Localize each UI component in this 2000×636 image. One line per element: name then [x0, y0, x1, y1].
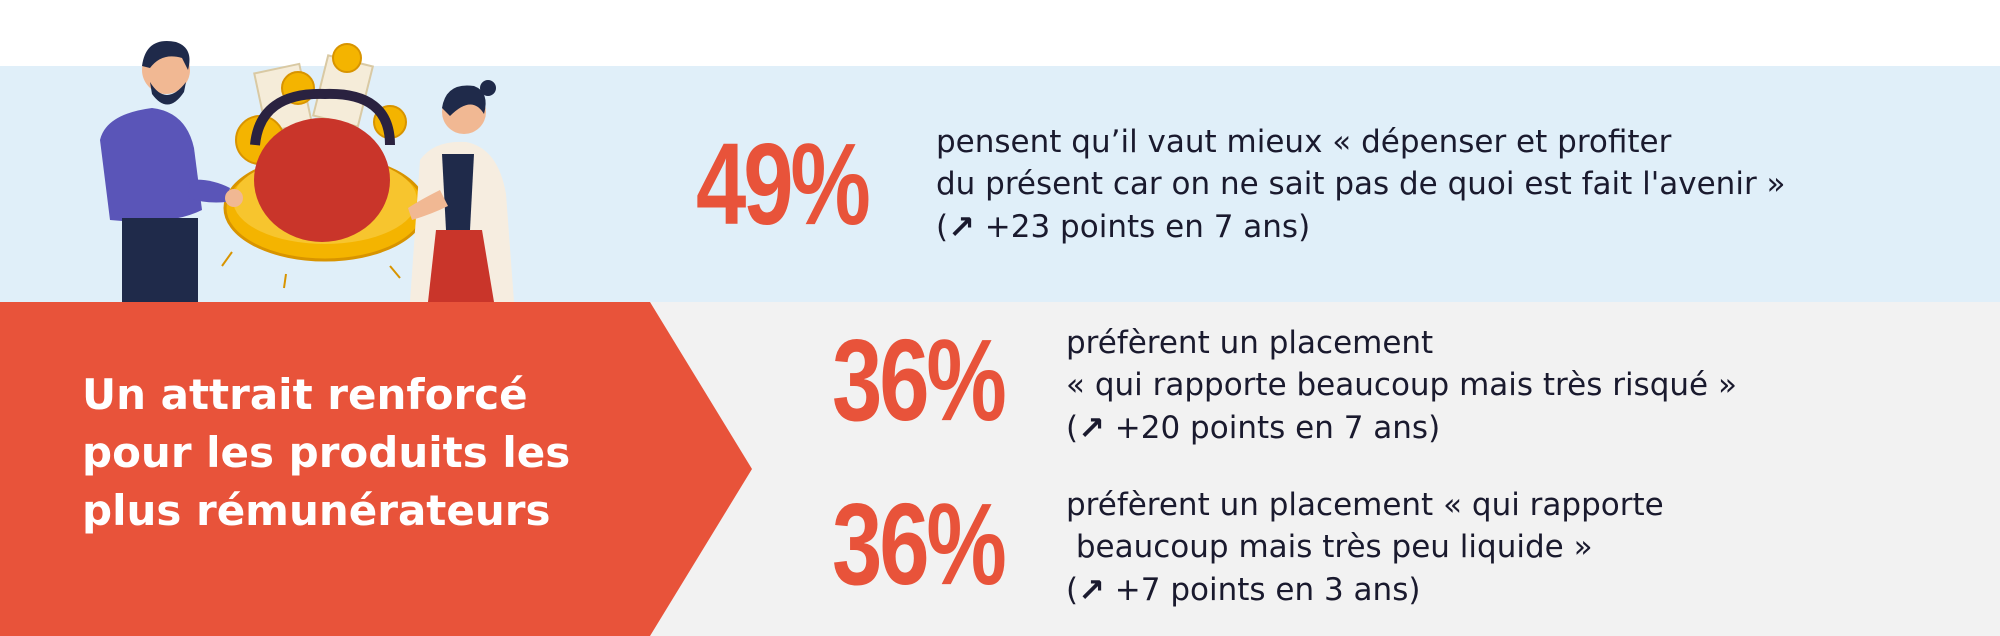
stat-trend: (↗ +23 points en 7 ans) [936, 208, 1311, 246]
stat-description: pensent qu’il vaut mieux « dépenser et p… [936, 121, 1786, 248]
stat-trend: (↗ +7 points en 3 ans) [1066, 571, 1421, 609]
arrow-up-right-icon: ↗ [948, 208, 975, 246]
stat-line: préfèrent un placement [1066, 325, 1434, 361]
headline-line: Un attrait renforcé [82, 370, 528, 419]
stat-percentage: 49% [696, 119, 871, 249]
stat-percentage: 36% [832, 479, 1007, 609]
headline-arrow-banner [0, 302, 752, 636]
stat-line: « qui rapporte beaucoup mais très risqué… [1066, 367, 1737, 403]
stat-description: préfèrent un placement « qui rapporte be… [1066, 322, 1737, 449]
stat-trend-text: +20 points en 7 ans [1114, 410, 1429, 446]
stat-trend: (↗ +20 points en 7 ans) [1066, 409, 1441, 447]
stat-line: du présent car on ne sait pas de quoi es… [936, 166, 1786, 202]
stat-trend-text: +7 points en 3 ans [1114, 572, 1409, 608]
stat-line: beaucoup mais très peu liquide » [1066, 529, 1593, 565]
stat-percentage: 36% [832, 315, 1007, 445]
headline-line: pour les produits les [82, 428, 571, 477]
stat-trend-text: +23 points en 7 ans [984, 209, 1299, 245]
coin-purse-illustration [90, 30, 570, 302]
headline-line: plus rémunérateurs [82, 486, 551, 535]
stat-description: préfèrent un placement « qui rapporte be… [1066, 484, 1664, 611]
headline: Un attrait renforcé pour les produits le… [82, 366, 642, 540]
arrow-up-right-icon: ↗ [1078, 571, 1105, 609]
arrow-up-right-icon: ↗ [1078, 409, 1105, 447]
stat-line: préfèrent un placement « qui rapporte [1066, 487, 1664, 523]
stat-line: pensent qu’il vaut mieux « dépenser et p… [936, 124, 1672, 160]
